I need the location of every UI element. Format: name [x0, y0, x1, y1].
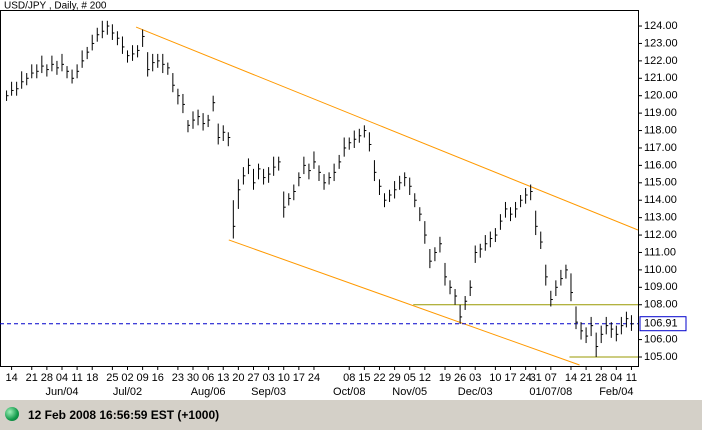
x-tick-label: 21 [580, 372, 592, 384]
x-tick-label: 24 [308, 372, 320, 384]
month-label: Feb/04 [599, 386, 633, 398]
x-tick-label: 27 [247, 372, 259, 384]
x-tick-label: 14 [5, 372, 17, 384]
x-tick-label: 17 [293, 372, 305, 384]
x-tick-label: 10 [278, 372, 290, 384]
x-tick-label: 08 [343, 372, 355, 384]
axes: 124.00 123.00 122.00 121.00 120.00 119.00 118.… [5, 20, 687, 398]
y-tick-label: 118.00 [644, 124, 677, 136]
y-tick-label: 105.00 [644, 351, 678, 363]
y-tick-label: 121.00 [644, 72, 678, 84]
x-tick-label: 23 [172, 372, 184, 384]
x-tick-label: 06 [202, 372, 214, 384]
status-bar: 12 Feb 2008 16:56:59 EST (+1000) [0, 399, 702, 430]
y-tick-label: 124.00 [644, 20, 678, 32]
x-tick-label: 21 [26, 372, 38, 384]
x-tick-label: 10 [489, 372, 501, 384]
plot-area [0, 20, 638, 366]
plot-frame [0, 10, 639, 367]
x-tick-label: 19 [439, 372, 451, 384]
x-tick-label: 15 [358, 372, 370, 384]
month-label: Dec/03 [458, 386, 493, 398]
y-tick-label: 115.00 [644, 177, 677, 189]
x-tick-label: 28 [41, 372, 53, 384]
month-label: Sep/03 [251, 386, 286, 398]
x-tick-label: 05 [404, 372, 416, 384]
x-tick-label: 11 [626, 372, 637, 384]
month-label: Aug/06 [191, 386, 226, 398]
x-tick-label: 12 [419, 372, 431, 384]
y-tick-label: 120.00 [644, 90, 678, 102]
month-label: Nov/05 [392, 386, 427, 398]
y-tick-label: 116.00 [644, 159, 677, 171]
x-tick-label: 11 [71, 372, 82, 384]
month-label: 01/07/08 [529, 386, 572, 398]
x-tick-label: 04 [56, 372, 68, 384]
chart-background [0, 0, 702, 399]
y-tick-label: 122.00 [644, 55, 678, 67]
y-tick-label: 106.00 [644, 333, 678, 345]
y-tick-label: 112.00 [644, 229, 677, 241]
trend-line [228, 239, 580, 366]
x-tick-label: 28 [595, 372, 607, 384]
y-tick-label: 109.00 [644, 281, 678, 293]
month-label: Jul/02 [113, 386, 142, 398]
x-tick-label: 30 [187, 372, 199, 384]
x-tick-label: 17 [504, 372, 516, 384]
connection-indicator [5, 407, 19, 421]
x-tick-label: 16 [152, 372, 164, 384]
x-tick-label: 02 [121, 372, 133, 384]
x-tick-label: 25 [106, 372, 118, 384]
x-tick-label: 13 [217, 372, 229, 384]
chart-title: USD/JPY , Daily, # 200 [4, 1, 107, 12]
y-tick-label: 108.00 [644, 299, 678, 311]
last-price-box [639, 316, 687, 332]
x-tick-label: 14 [565, 372, 577, 384]
y-tick-label: 113.00 [644, 212, 677, 224]
x-tick-label: 03 [469, 372, 481, 384]
x-tick-label: 20 [232, 372, 244, 384]
x-tick-label: 29 [388, 372, 400, 384]
month-label: Oct/08 [333, 386, 365, 398]
x-tick-label: 07 [545, 372, 557, 384]
x-tick-label: 22 [373, 372, 385, 384]
chart: USD/JPY , Daily, # 200 124.00 123.00 122.0… [0, 0, 702, 399]
x-tick-label: 31 [530, 372, 542, 384]
y-tick-label: 111.00 [644, 246, 676, 258]
x-tick-label: 09 [136, 372, 148, 384]
month-label: Jun/04 [45, 386, 78, 398]
trend-line [135, 26, 638, 231]
y-tick-label: 123.00 [644, 37, 678, 49]
last-price-label: 106.91 [644, 318, 678, 330]
x-tick-label: 18 [86, 372, 98, 384]
y-tick-label: 117.00 [644, 142, 677, 154]
status-text: 12 Feb 2008 16:56:59 EST (+1000) [28, 408, 220, 422]
x-tick-label: 03 [262, 372, 274, 384]
x-tick-label: 24 [519, 372, 531, 384]
x-tick-label: 04 [610, 372, 622, 384]
x-tick-label: 26 [454, 372, 466, 384]
y-tick-label: 110.00 [644, 264, 677, 276]
y-tick-label: 114.00 [644, 194, 677, 206]
y-tick-label: 119.00 [644, 107, 677, 119]
